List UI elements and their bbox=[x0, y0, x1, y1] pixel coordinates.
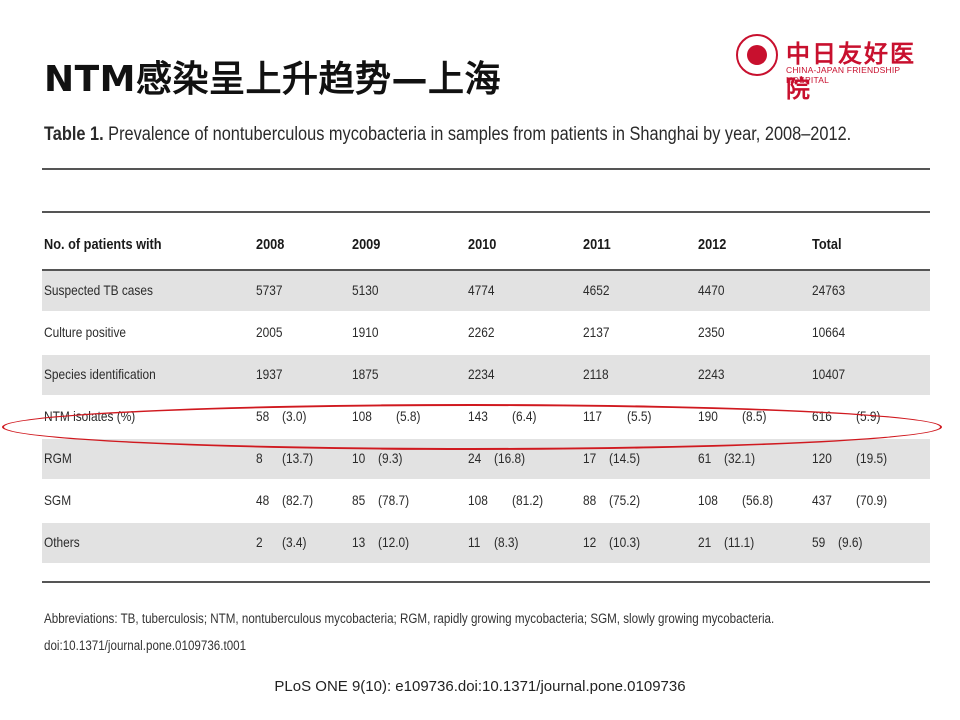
table-header-label: No. of patients with bbox=[44, 236, 162, 253]
table-header-year: 2012 bbox=[698, 236, 727, 253]
table-cell-count: 2234 bbox=[468, 366, 495, 382]
table-cell-percent: (16.8) bbox=[494, 450, 526, 466]
table-header-year: 2009 bbox=[352, 236, 381, 253]
table-cell-count: 12 bbox=[583, 534, 597, 550]
table-cell-percent: (9.3) bbox=[378, 450, 403, 466]
table-cell-percent: (82.7) bbox=[282, 492, 314, 508]
table-header-year: 2010 bbox=[468, 236, 497, 253]
table-cell-count: 24763 bbox=[812, 282, 846, 298]
table-cell-count: 10664 bbox=[812, 324, 846, 340]
table-cell-count: 61 bbox=[698, 450, 712, 466]
table-header-year: Total bbox=[812, 236, 842, 253]
table-row-label: SGM bbox=[44, 492, 72, 508]
table-top-rule bbox=[42, 168, 930, 170]
table-cell-count: 4774 bbox=[468, 282, 495, 298]
table-cell-count: 17 bbox=[583, 450, 597, 466]
table-cell-count: 5130 bbox=[352, 282, 379, 298]
table-cell-count: 21 bbox=[698, 534, 712, 550]
table-cell-percent: (12.0) bbox=[378, 534, 410, 550]
hospital-seal-icon bbox=[736, 34, 778, 76]
table-cell-count: 108 bbox=[468, 492, 488, 508]
table-cell-percent: (11.1) bbox=[724, 534, 755, 550]
table-cell-count: 2243 bbox=[698, 366, 725, 382]
table-row-label: Culture positive bbox=[44, 324, 127, 340]
table-cell-count: 108 bbox=[698, 492, 718, 508]
table-caption-label: Table 1. bbox=[44, 124, 104, 145]
table-cell-percent: (8.3) bbox=[494, 534, 519, 550]
table-cell-count: 4470 bbox=[698, 282, 725, 298]
table-bottom-rule bbox=[42, 581, 930, 583]
table-cell-count: 1910 bbox=[352, 324, 379, 340]
table-cell-count: 2137 bbox=[583, 324, 610, 340]
table-cell-count: 2262 bbox=[468, 324, 495, 340]
table-cell-percent: (9.6) bbox=[838, 534, 863, 550]
table-cell-count: 4652 bbox=[583, 282, 610, 298]
table-header-year: 2008 bbox=[256, 236, 285, 253]
hospital-name-en: CHINA-JAPAN FRIENDSHIP HOSPITAL bbox=[786, 65, 901, 85]
table-cell-count: 2350 bbox=[698, 324, 725, 340]
table-cell-percent: (13.7) bbox=[282, 450, 314, 466]
table-cell-count: 88 bbox=[583, 492, 597, 508]
table-header-year: 2011 bbox=[583, 236, 611, 253]
citation: PLoS ONE 9(10): e109736.doi:10.1371/jour… bbox=[274, 678, 686, 695]
slide-title: NTM感染呈上升趋势—上海 bbox=[44, 59, 502, 100]
table-row-band bbox=[42, 355, 930, 395]
table-cell-percent: (10.3) bbox=[609, 534, 641, 550]
table-cell-percent: (19.5) bbox=[856, 450, 888, 466]
table-caption: Table 1. Prevalence of nontuberculous my… bbox=[44, 124, 851, 146]
table-cell-count: 48 bbox=[256, 492, 270, 508]
table-cell-percent: (75.2) bbox=[609, 492, 641, 508]
table-cell-percent: (81.2) bbox=[512, 492, 544, 508]
table-cell-count: 85 bbox=[352, 492, 366, 508]
table-row-label: RGM bbox=[44, 450, 72, 466]
table-row-band bbox=[42, 523, 930, 563]
table-cell-percent: (14.5) bbox=[609, 450, 641, 466]
table-cell-percent: (70.9) bbox=[856, 492, 888, 508]
table-header-top-rule bbox=[42, 211, 930, 213]
table-row-band bbox=[42, 271, 930, 311]
table-cell-count: 1875 bbox=[352, 366, 379, 382]
highlight-ellipse bbox=[2, 404, 942, 450]
table-cell-count: 1937 bbox=[256, 366, 283, 382]
hospital-name-cn: 中日友好医院 bbox=[786, 40, 916, 103]
table-cell-count: 437 bbox=[812, 492, 832, 508]
table-header-bottom-rule bbox=[42, 269, 930, 271]
table-cell-count: 2118 bbox=[583, 366, 609, 382]
hospital-logo: 中日友好医院 CHINA-JAPAN FRIENDSHIP HOSPITAL bbox=[736, 34, 936, 103]
table-cell-percent: (56.8) bbox=[742, 492, 774, 508]
table-cell-count: 10 bbox=[352, 450, 366, 466]
table-cell-count: 11 bbox=[468, 534, 481, 550]
table-cell-count: 59 bbox=[812, 534, 826, 550]
table-cell-count: 10407 bbox=[812, 366, 846, 382]
table-cell-percent: (78.7) bbox=[378, 492, 410, 508]
table-cell-count: 2005 bbox=[256, 324, 283, 340]
table-row-label: Species identification bbox=[44, 366, 156, 382]
table-footnote-doi: doi:10.1371/journal.pone.0109736.t001 bbox=[44, 638, 247, 653]
table-footnote-abbreviations: Abbreviations: TB, tuberculosis; NTM, no… bbox=[44, 611, 775, 626]
table-cell-count: 5737 bbox=[256, 282, 283, 298]
table-cell-percent: (32.1) bbox=[724, 450, 756, 466]
table-cell-count: 2 bbox=[256, 534, 263, 550]
table-row-label: Others bbox=[44, 534, 80, 550]
table-cell-percent: (3.4) bbox=[282, 534, 307, 550]
table-cell-count: 120 bbox=[812, 450, 832, 466]
table-cell-count: 8 bbox=[256, 450, 263, 466]
table-cell-count: 13 bbox=[352, 534, 366, 550]
table-caption-text: Prevalence of nontuberculous mycobacteri… bbox=[103, 124, 852, 145]
table-cell-count: 24 bbox=[468, 450, 482, 466]
table-row-label: Suspected TB cases bbox=[44, 282, 153, 298]
